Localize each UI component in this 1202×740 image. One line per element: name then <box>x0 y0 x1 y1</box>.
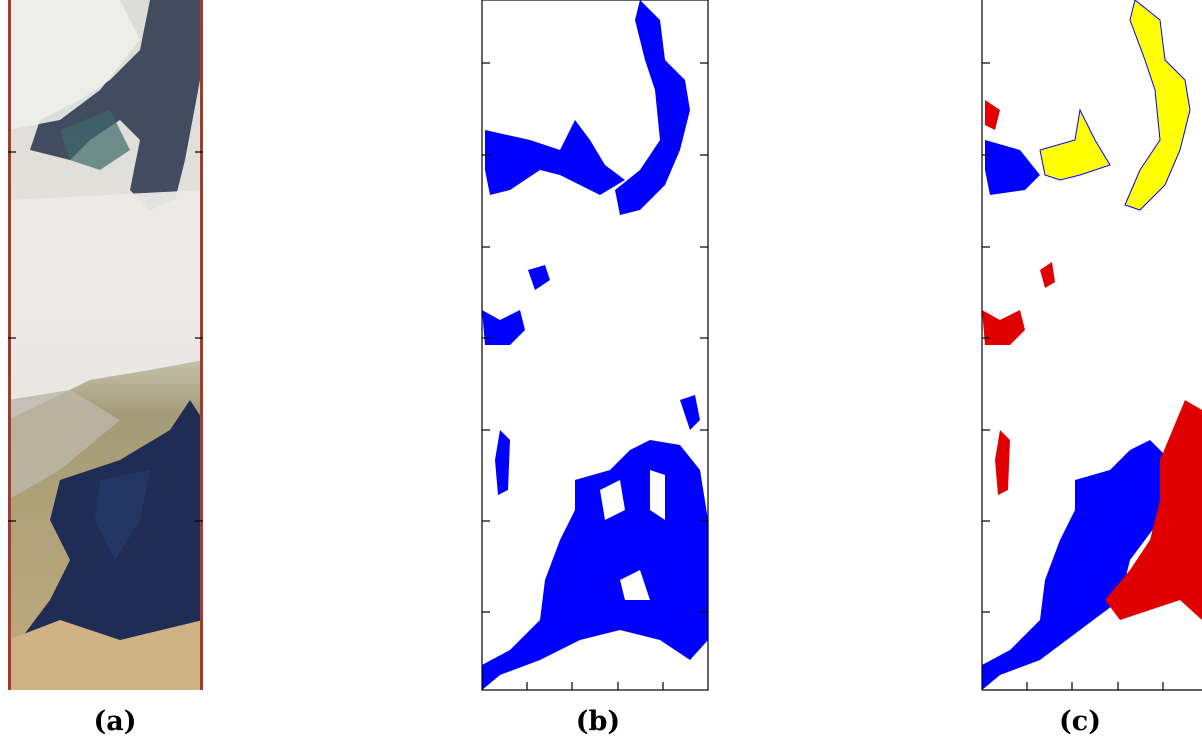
ticks-c <box>981 0 1202 691</box>
frame-b <box>481 0 709 691</box>
mask-c <box>982 0 1202 690</box>
panel-label: (b) <box>576 706 620 737</box>
panel-label: (a) <box>93 706 136 737</box>
panel-label: (c) <box>1059 706 1101 737</box>
mask-b <box>482 0 708 690</box>
ticks-a <box>8 151 203 522</box>
ticks-b <box>482 62 708 690</box>
satellite-image <box>8 0 203 690</box>
